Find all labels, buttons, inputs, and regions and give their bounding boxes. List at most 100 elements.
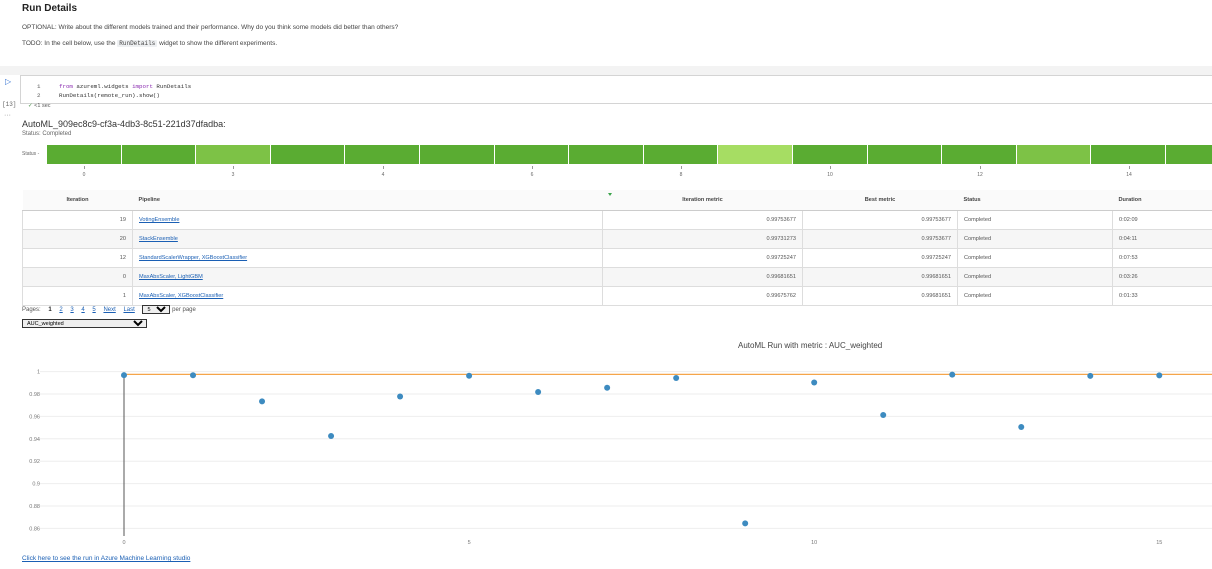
status-tick-label: 0 <box>82 172 86 178</box>
cell-iteration-metric: 0.99731273 <box>602 229 803 249</box>
code-editor[interactable]: 1 from azureml.widgets import RunDetails… <box>20 75 1212 104</box>
status-tick-label: 3 <box>231 172 235 178</box>
col-header-status[interactable]: Status <box>957 190 1113 211</box>
code-text: RunDetails(remote_run).show() <box>59 92 160 99</box>
cell-pipeline-link[interactable]: VotingEnsemble <box>132 210 603 230</box>
status-segment <box>420 145 495 164</box>
y-tick-label: 0.96 <box>29 414 40 420</box>
cell-duration: 0:03:26 <box>1112 267 1212 287</box>
y-tick-label: 0.86 <box>29 526 40 532</box>
data-point <box>190 372 197 379</box>
pager-next-link[interactable]: Next <box>103 307 116 313</box>
y-tick-label: 0.98 <box>29 392 40 398</box>
status-tick-label: 12 <box>977 172 983 178</box>
table-row: 0 MaxAbsScaler, LightGBM 0.99681651 0.99… <box>22 267 1212 287</box>
table-row: 12 StandardScalerWrapper, XGBoostClassif… <box>22 248 1212 268</box>
cell-iteration-metric: 0.99675762 <box>602 286 803 306</box>
run-cell-icon[interactable]: ▷ <box>5 77 12 86</box>
status-tick <box>1129 166 1130 169</box>
cell-pipeline-link[interactable]: MaxAbsScaler, LightGBM <box>132 267 603 287</box>
cell-best-metric: 0.99681651 <box>802 286 958 306</box>
status-tick-label: 8 <box>679 172 683 178</box>
cell-iteration-metric: 0.99725247 <box>602 248 803 268</box>
status-tick <box>830 166 831 169</box>
cell-status: Completed <box>957 286 1113 306</box>
cell-pipeline-link[interactable]: StackEnsemble <box>132 229 603 249</box>
col-header-iteration[interactable]: Iteration <box>22 190 133 211</box>
status-segment <box>718 145 793 164</box>
pager-page-2[interactable]: 2 <box>59 307 63 313</box>
cell-status: Completed <box>957 210 1113 230</box>
status-segment <box>494 145 570 164</box>
status-segment <box>270 145 346 164</box>
status-timeline <box>47 145 1212 164</box>
cell-iteration: 1 <box>22 286 133 306</box>
status-segment <box>1166 145 1212 164</box>
col-header-best-metric[interactable]: Best metric <box>802 190 958 211</box>
metric-select[interactable]: AUC_weighted <box>22 319 147 328</box>
x-tick-label: 10 <box>811 540 817 546</box>
y-tick-label: 0.9 <box>32 482 40 488</box>
status-tick-label: 6 <box>530 172 534 178</box>
cell-best-metric: 0.99681651 <box>802 267 958 287</box>
cell-iteration-metric: 0.99753677 <box>602 210 803 230</box>
status-tick <box>532 166 533 169</box>
cell-iteration: 0 <box>22 267 133 287</box>
optional-text: OPTIONAL: Write about the different mode… <box>22 24 399 31</box>
status-tick <box>681 166 682 169</box>
line-number: 1 <box>37 83 41 90</box>
y-tick-label: 0.92 <box>29 459 40 465</box>
status-segment <box>196 145 271 164</box>
cell-duration: 0:01:33 <box>1112 286 1212 306</box>
line-number: 2 <box>37 92 41 99</box>
x-tick-label: 15 <box>1156 540 1162 546</box>
status-tick <box>84 166 85 169</box>
table-row: 20 StackEnsemble 0.99731273 0.99753677 C… <box>22 229 1212 249</box>
data-point <box>535 388 542 395</box>
status-segment <box>121 145 197 164</box>
y-tick-label: 0.94 <box>29 437 40 443</box>
cell-iteration-metric: 0.99681651 <box>602 267 803 287</box>
pager-page-3[interactable]: 3 <box>70 307 74 313</box>
cell-pipeline-link[interactable]: StandardScalerWrapper, XGBoostClassifier <box>132 248 603 268</box>
pager-last-link[interactable]: Last <box>123 307 135 313</box>
y-tick-label: 1 <box>37 370 40 376</box>
data-point <box>811 379 818 386</box>
data-point <box>673 374 680 381</box>
pager-page-5[interactable]: 5 <box>92 307 96 313</box>
data-point <box>949 371 956 378</box>
status-tick <box>980 166 981 169</box>
pager-page-4[interactable]: 4 <box>81 307 85 313</box>
data-point <box>742 520 749 527</box>
status-axis-label: Status - <box>22 151 40 157</box>
status-segment <box>345 145 420 164</box>
per-page-label: per page <box>172 307 196 313</box>
output-more-icon[interactable]: ··· <box>4 112 11 119</box>
data-point <box>1087 372 1094 379</box>
check-icon: ✓ <box>28 103 33 109</box>
status-tick-label: 14 <box>1126 172 1132 178</box>
sort-indicator-icon <box>608 193 612 196</box>
status-tick-label: 10 <box>827 172 833 178</box>
pager: Pages: 1 2 3 4 5 Next Last 5 per page <box>22 305 196 314</box>
chart-title: AutoML Run with metric : AUC_weighted <box>738 341 883 350</box>
status-segment <box>942 145 1017 164</box>
runs-table: Iteration Pipeline Iteration metric Best… <box>22 190 1212 306</box>
data-point <box>397 393 404 400</box>
status-segment <box>1016 145 1092 164</box>
data-point <box>1156 372 1163 379</box>
cell-output <box>20 112 1212 569</box>
cell-pipeline-link[interactable]: MaxAbsScaler, XGBoostClassifier <box>132 286 603 306</box>
data-point <box>328 433 335 439</box>
cell-status: Completed <box>957 267 1113 287</box>
per-page-select[interactable]: 5 <box>142 305 171 314</box>
col-header-iteration-metric[interactable]: Iteration metric <box>602 190 803 211</box>
cell-best-metric: 0.99753677 <box>802 210 958 230</box>
cell-iteration: 20 <box>22 229 133 249</box>
cell-duration: 0:02:09 <box>1112 210 1212 230</box>
x-tick-label: 5 <box>468 540 471 546</box>
studio-link[interactable]: Click here to see the run in Azure Machi… <box>22 555 191 562</box>
cell-best-metric: 0.99753677 <box>802 229 958 249</box>
col-header-duration[interactable]: Duration <box>1112 190 1212 211</box>
col-header-pipeline[interactable]: Pipeline <box>132 190 603 211</box>
